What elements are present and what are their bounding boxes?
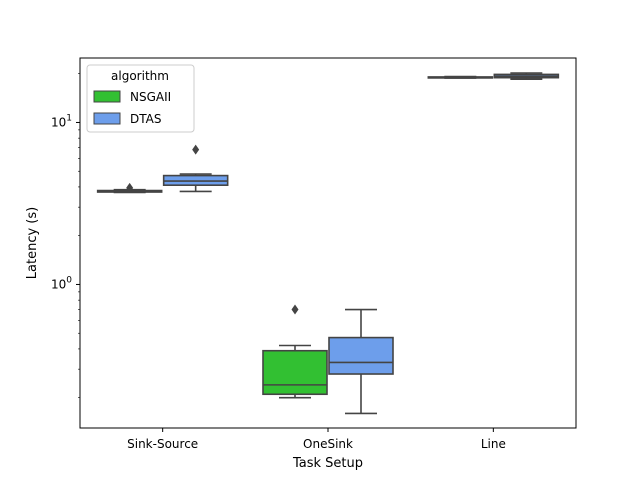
- plot-frame: [79, 57, 577, 429]
- y-ticks-layer: 100 101: [51, 73, 80, 398]
- box-dtas-1: [328, 308, 394, 415]
- flier-point: [291, 304, 299, 315]
- box-nsgaii-0: [96, 182, 163, 194]
- legend-swatch-nsgaii: [93, 90, 121, 103]
- x-axis-label: Task Setup: [292, 456, 363, 471]
- legend-label-nsgaii: NSGAII: [130, 90, 171, 104]
- flier-point: [126, 182, 134, 193]
- y-tick-label: 100: [51, 275, 72, 291]
- box-nsgaii-2: [427, 75, 494, 79]
- box-dtas-0: [162, 144, 229, 193]
- legend: algorithm NSGAII DTAS: [86, 64, 195, 133]
- box-iqr: [328, 336, 394, 375]
- y-tick-label: 101: [51, 113, 72, 129]
- y-axis-label: Latency (s): [25, 207, 40, 279]
- box-dtas-2: [493, 72, 560, 80]
- x-tick-label: Sink-Source: [127, 437, 198, 451]
- x-tick-label: OneSink: [303, 437, 353, 451]
- boxes-layer: [96, 72, 560, 415]
- x-ticks-layer: Sink-Source OneSink Line: [127, 428, 506, 451]
- x-tick-label: Line: [481, 437, 506, 451]
- legend-swatch-dtas: [93, 112, 121, 125]
- box-nsgaii-1: [262, 304, 328, 399]
- legend-label-dtas: DTAS: [130, 112, 161, 126]
- legend-title: algorithm: [111, 69, 169, 83]
- flier-point: [192, 144, 200, 155]
- box-iqr: [262, 349, 328, 396]
